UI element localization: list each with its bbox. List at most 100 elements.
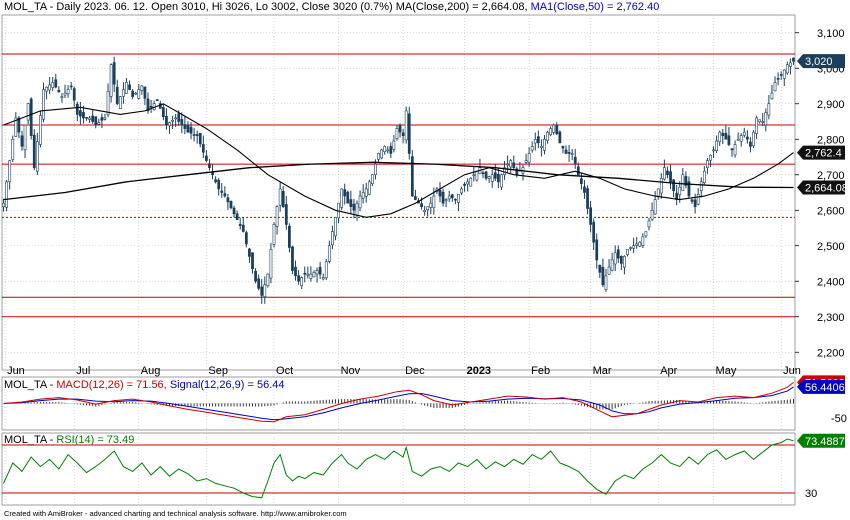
candle-body [51,82,55,88]
candle-body [540,146,543,148]
candle-body [457,193,460,203]
value-badges: 3,0202,762.42,664.0871.560256.440673.488… [797,54,848,448]
candle-body [423,209,427,213]
candle-body [288,225,291,248]
moving-averages [3,103,794,218]
candle-body [533,138,537,144]
candle-body [201,144,205,153]
candle-body [75,103,79,115]
candle-body [758,119,762,123]
candle-body [549,128,553,136]
candle-body [712,149,715,152]
candle-body [426,206,430,211]
candle-body [429,202,433,208]
candle-body [469,178,473,187]
value-badge [797,433,845,448]
month-label: Jul [76,365,90,377]
candle-body [450,194,454,199]
candle-body [592,221,596,243]
month-label: Dec [405,365,425,377]
candle-body [398,125,402,133]
candle-body [115,86,119,105]
candle-body [383,146,387,153]
candle-body [392,140,396,150]
candle-body [739,135,743,142]
candle-body [109,64,113,97]
value-badge [797,54,845,69]
signal-readout: Signal(12,26,9) = 56.44 [169,379,285,391]
candle-body [140,85,144,91]
price-tick-label: 2,400 [817,276,845,288]
candle-body [321,277,325,280]
value-badge-label: 56.4406 [805,382,845,394]
candle-body [527,153,531,163]
candle-body [303,272,307,275]
candle-body [647,220,651,228]
candle-body [171,120,174,122]
candle-body [45,86,48,92]
ma200-line [3,161,794,201]
candle-body [220,190,224,193]
month-label: Oct [276,365,293,377]
candle-body [300,277,304,286]
candle-body [616,249,620,259]
candle-body [475,170,479,181]
candle-body [208,163,211,168]
candle-body [699,181,703,191]
rsi-tick-label: 30 [805,488,817,500]
candle-body [447,195,451,200]
pane-frame-price [1,14,796,371]
candle-body [374,163,377,176]
candle-body [644,231,648,237]
candle-body [20,135,24,147]
pane-frame-rsi [1,432,796,506]
candle-body [217,179,221,190]
candle-body [629,247,632,249]
price-tick-label: 2,600 [817,205,845,217]
candle-body [42,89,45,120]
macd-pane-header: MOL_TA - MACD(12,26) = 71.56, Signal(12,… [4,379,284,391]
candle-body [8,160,12,183]
candle-body [543,138,546,151]
candle-body [490,174,494,182]
candle-body [506,163,509,166]
candle-body [275,206,279,227]
candle-body [318,266,322,275]
candle-body [32,134,36,168]
candle-body [244,232,248,245]
candle-body [632,245,636,249]
candle-body [761,121,765,123]
candle-body [745,136,749,140]
candle-body [681,174,685,191]
candle-body [165,116,168,126]
value-badge [797,379,845,394]
candle-body [294,266,297,277]
candle-body [659,178,663,194]
candle-body [26,103,30,121]
candle-body [460,188,463,194]
candle-body [696,193,700,205]
candle-body [463,183,466,186]
candle-body [364,188,368,197]
candle-body [198,133,202,145]
candle-body [567,152,571,154]
candle-body [48,84,52,91]
candle-body [263,284,267,298]
candle-body [35,141,39,172]
candle-body [269,249,273,279]
candle-body [410,156,414,197]
candle-body [466,181,470,185]
month-label: Jun [7,365,25,377]
candle-body [63,92,67,96]
candle-body [706,160,709,168]
candle-body [755,117,758,134]
candle-body [684,176,688,186]
candle-body [312,272,316,278]
value-badge-label: 3,020 [805,56,833,68]
y-axis-labels: 2,200 2,300 2,400 2,500 2,600 2,700 2,800 2,900… [795,28,847,500]
candle-body [174,117,178,120]
candle-body [752,131,755,147]
candle-body [272,224,276,245]
price-tick-label: 3,100 [817,28,845,40]
candle-body [420,203,423,207]
